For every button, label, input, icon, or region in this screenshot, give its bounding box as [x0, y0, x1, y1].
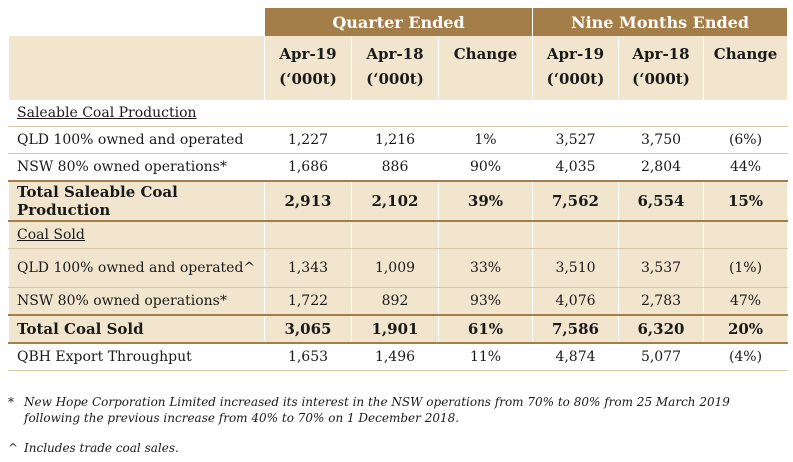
- period-header-row: Quarter Ended Nine Months Ended: [8, 8, 789, 36]
- footnote-interest: * New Hope Corporation Limited increased…: [8, 394, 764, 426]
- value-cell: 44%: [702, 153, 789, 182]
- footnote-mark: ^: [8, 441, 19, 455]
- footnote-trade: ^ Includes trade coal sales.: [8, 440, 764, 456]
- value-cell: 1,901: [351, 314, 439, 344]
- col-header-q-apr19-unit: (‘000t): [279, 70, 337, 88]
- value-cell: 1,343: [264, 248, 352, 288]
- col-header-n-change-label: Change: [713, 45, 778, 63]
- row-label: QBH Export Throughput: [8, 343, 265, 371]
- table-row: QLD 100% owned and operated 1,227 1,216 …: [8, 126, 789, 154]
- section-heading-coal-sold: Coal Sold: [8, 221, 265, 249]
- value-cell: 2,913: [264, 180, 352, 222]
- row-label: NSW 80% owned operations*: [8, 153, 265, 182]
- value-cell: 3,510: [532, 248, 619, 288]
- footnote-mark: *: [8, 395, 14, 409]
- value-cell: 6,554: [618, 180, 704, 222]
- table-row: QBH Export Throughput 1,653 1,496 11% 4,…: [8, 343, 789, 371]
- value-cell: 6,320: [618, 314, 704, 344]
- value-cell: 1,722: [264, 287, 352, 316]
- value-cell: 7,562: [532, 180, 619, 222]
- total-row: Total Coal Sold 3,065 1,901 61% 7,586 6,…: [8, 314, 789, 344]
- value-cell: (1%): [702, 248, 789, 288]
- value-cell: 1,653: [264, 343, 352, 371]
- value-cell: 1,686: [264, 153, 352, 182]
- section-heading-row: Coal Sold: [8, 221, 789, 249]
- row-label: Total Saleable Coal Production: [8, 180, 265, 222]
- value-cell: 5,077: [618, 343, 704, 371]
- value-cell: 90%: [438, 153, 533, 182]
- value-cell: 3,527: [532, 126, 619, 154]
- col-header-n-apr18: Apr-18 (‘000t): [618, 36, 704, 100]
- value-cell: 61%: [438, 314, 533, 344]
- col-header-q-apr18-unit: (‘000t): [366, 70, 424, 88]
- col-header-q-change-label: Change: [453, 45, 518, 63]
- value-cell: 33%: [438, 248, 533, 288]
- coal-sold-heading-text: Coal Sold: [17, 227, 85, 243]
- col-header-q-apr19: Apr-19 (‘000t): [264, 36, 352, 100]
- value-cell: (4%): [702, 343, 789, 371]
- value-cell: 1,216: [351, 126, 439, 154]
- col-header-q-apr18-period: Apr-18: [366, 45, 424, 63]
- value-cell: 1,009: [351, 248, 439, 288]
- value-cell: 47%: [702, 287, 789, 316]
- value-cell: 3,750: [618, 126, 704, 154]
- section-heading-saleable: Saleable Coal Production: [8, 100, 265, 127]
- value-cell: 15%: [702, 180, 789, 222]
- value-cell: 39%: [438, 180, 533, 222]
- value-cell: 4,076: [532, 287, 619, 316]
- col-header-n-apr18-period: Apr-18: [632, 45, 690, 63]
- col-header-q-apr18: Apr-18 (‘000t): [351, 36, 439, 100]
- value-cell: 1,227: [264, 126, 352, 154]
- value-cell: (6%): [702, 126, 789, 154]
- value-cell: 93%: [438, 287, 533, 316]
- saleable-heading-text: Saleable Coal Production: [17, 105, 197, 121]
- value-cell: 3,065: [264, 314, 352, 344]
- col-header-n-apr19-unit: (‘000t): [546, 70, 605, 88]
- row-label: QLD 100% owned and operated^: [8, 248, 265, 288]
- value-cell: 20%: [702, 314, 789, 344]
- value-cell: 2,804: [618, 153, 704, 182]
- section-heading-row: Saleable Coal Production: [8, 100, 789, 127]
- col-header-n-apr19: Apr-19 (‘000t): [532, 36, 619, 100]
- value-cell: 886: [351, 153, 439, 182]
- value-cell: 2,783: [618, 287, 704, 316]
- value-cell: 892: [351, 287, 439, 316]
- value-cell: 2,102: [351, 180, 439, 222]
- col-header-n-apr18-unit: (‘000t): [632, 70, 690, 88]
- table-row: QLD 100% owned and operated^ 1,343 1,009…: [8, 248, 789, 288]
- col-header-q-change: Change: [438, 36, 533, 100]
- table-row: NSW 80% owned operations* 1,686 886 90% …: [8, 153, 789, 182]
- column-header-corner: [8, 36, 265, 100]
- value-cell: 3,537: [618, 248, 704, 288]
- footnote-text: Includes trade coal sales.: [24, 441, 179, 455]
- value-cell: 1,496: [351, 343, 439, 371]
- footnote-text: New Hope Corporation Limited increased i…: [24, 395, 730, 425]
- quarter-ended-header: Quarter Ended: [264, 8, 533, 36]
- header-corner: [8, 8, 265, 36]
- value-cell: 11%: [438, 343, 533, 371]
- col-header-q-apr19-period: Apr-19: [279, 45, 337, 63]
- value-cell: 1%: [438, 126, 533, 154]
- col-header-n-apr19-period: Apr-19: [546, 45, 605, 63]
- column-header-row: Apr-19 (‘000t) Apr-18 (‘000t) Change Apr-1…: [8, 36, 789, 100]
- row-label: QLD 100% owned and operated: [8, 126, 265, 154]
- col-header-n-change: Change: [702, 36, 789, 100]
- value-cell: 7,586: [532, 314, 619, 344]
- total-row: Total Saleable Coal Production 2,913 2,1…: [8, 180, 789, 222]
- coal-production-table: Quarter Ended Nine Months Ended Apr-19 (‘…: [8, 8, 789, 371]
- row-label: NSW 80% owned operations*: [8, 287, 265, 316]
- table-row: NSW 80% owned operations* 1,722 892 93% …: [8, 287, 789, 316]
- nine-months-ended-header: Nine Months Ended: [531, 8, 789, 36]
- value-cell: 4,035: [532, 153, 619, 182]
- value-cell: 4,874: [532, 343, 619, 371]
- row-label: Total Coal Sold: [8, 314, 265, 344]
